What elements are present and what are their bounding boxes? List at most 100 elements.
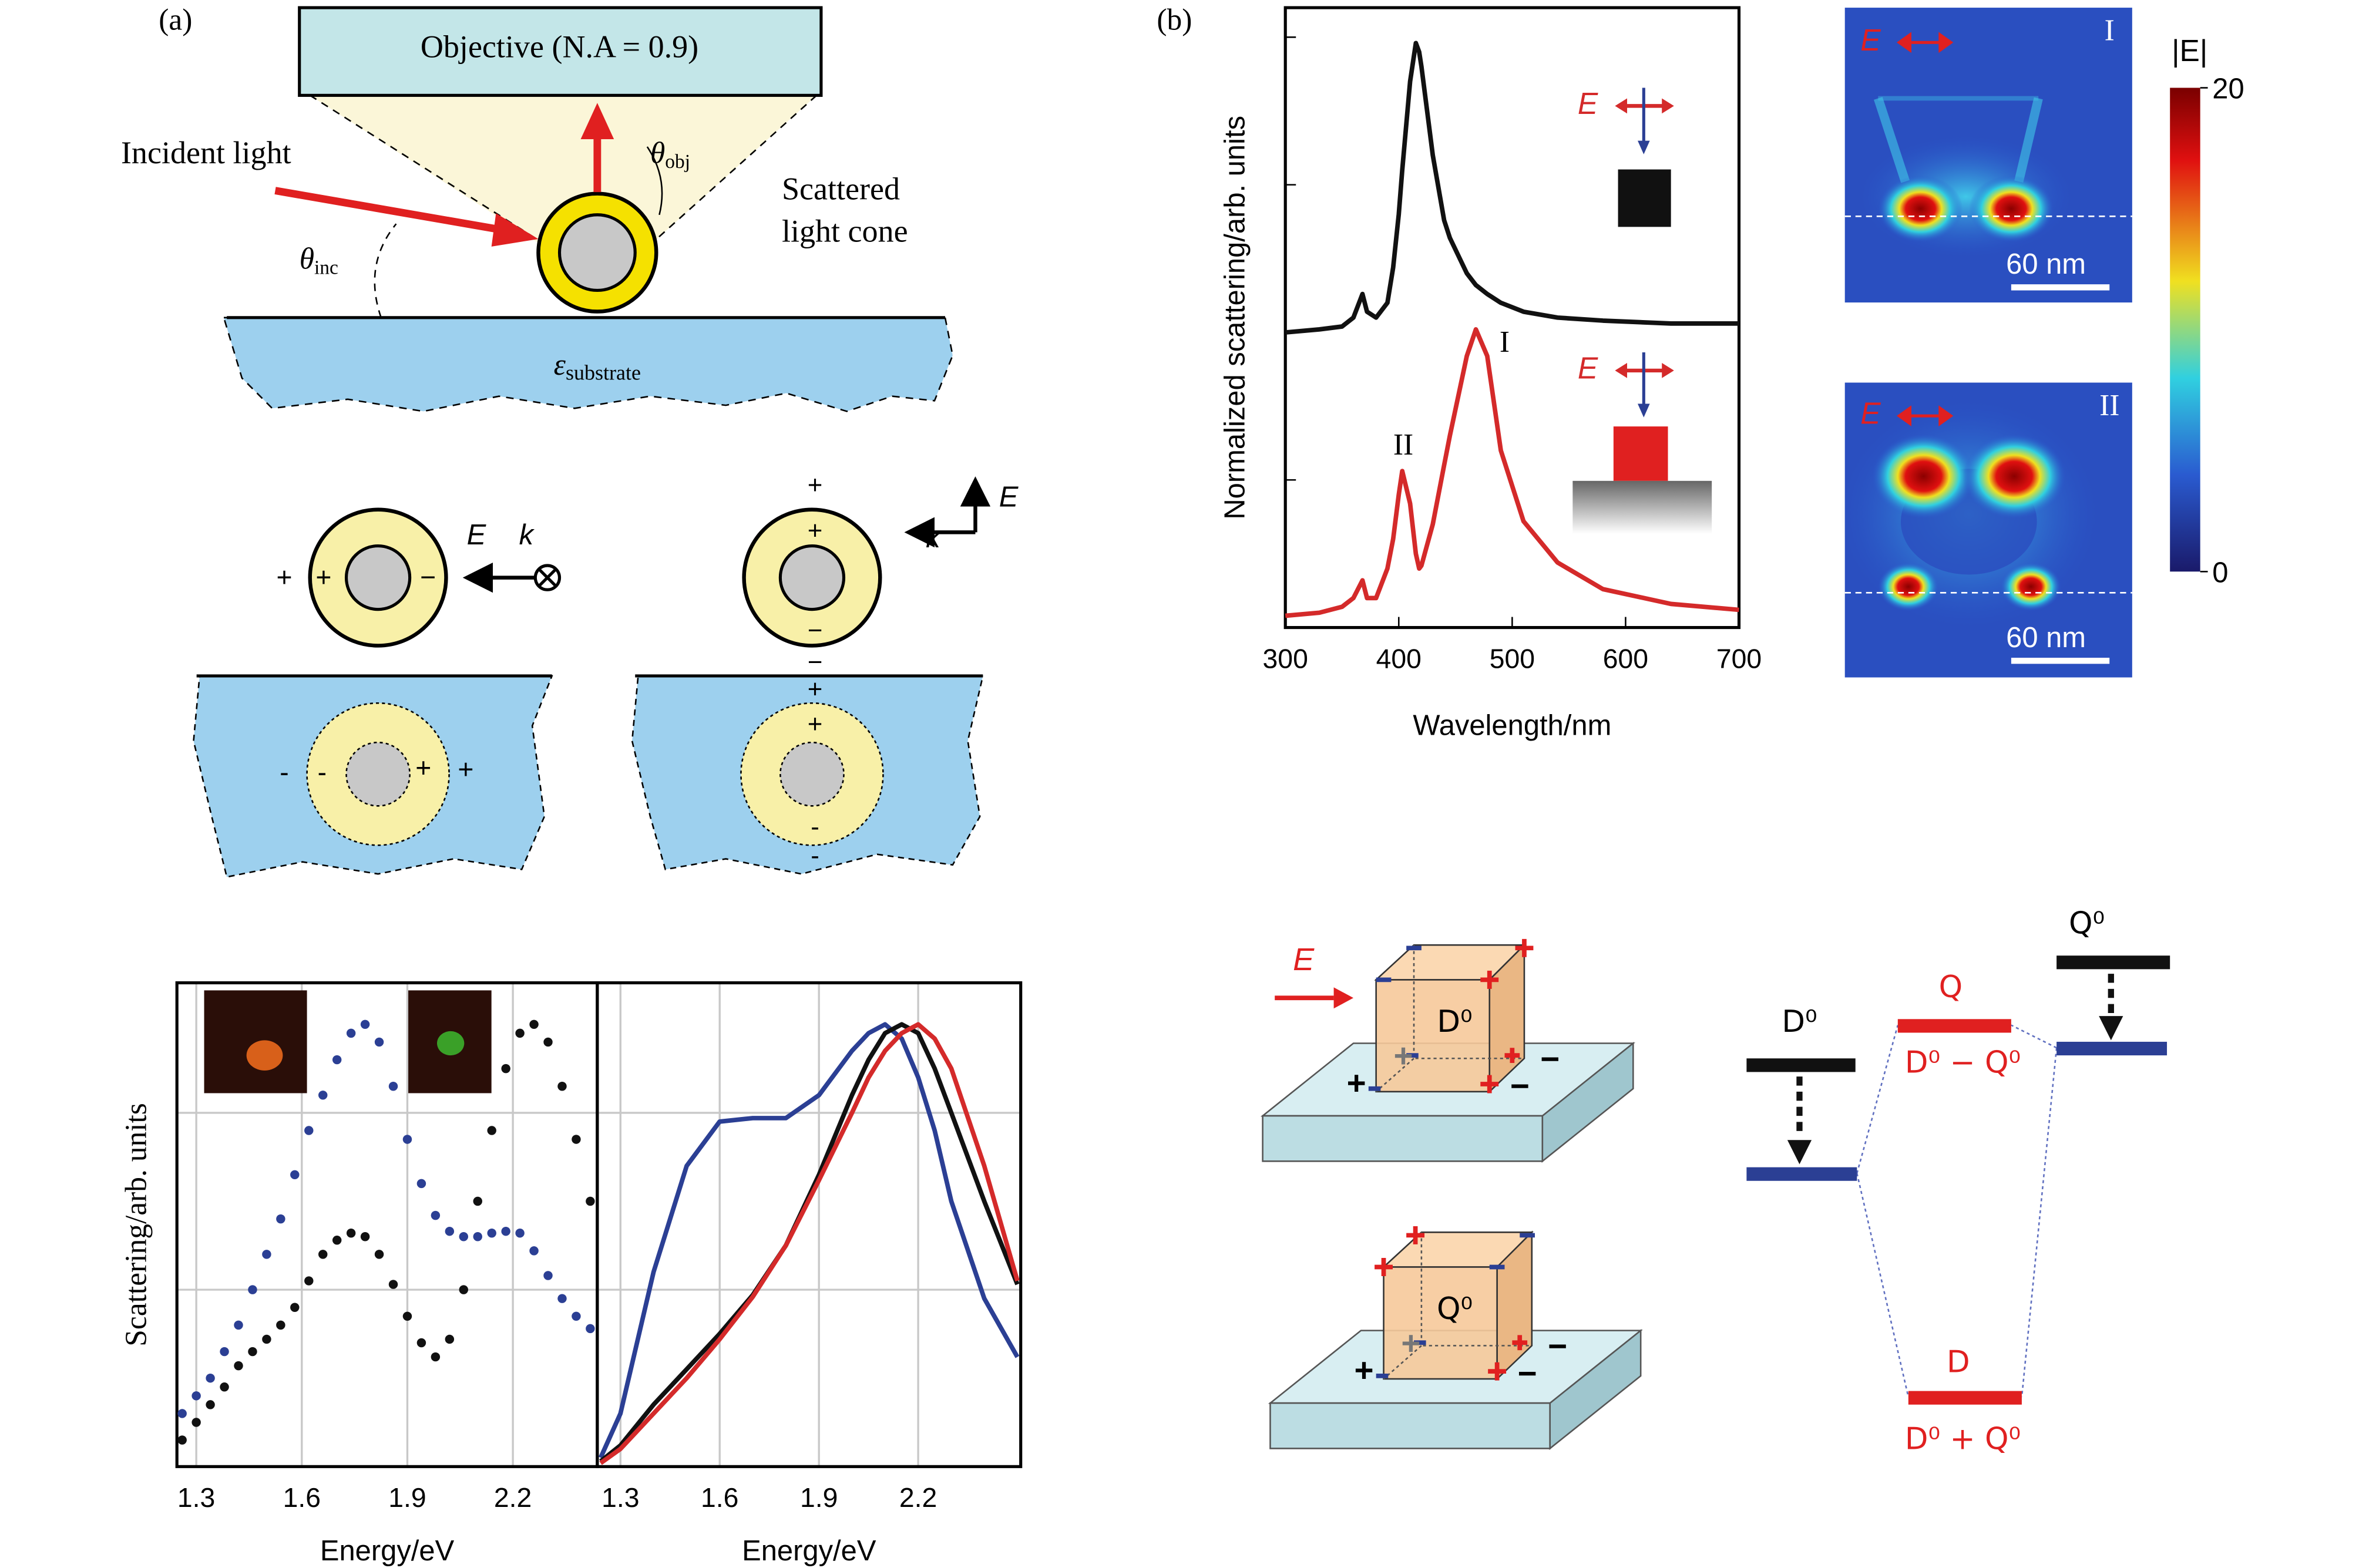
charge: − <box>464 561 480 592</box>
field-map: E I 60 nm <box>1844 8 2132 303</box>
data-point <box>543 1037 553 1047</box>
cone-label: Scattered <box>782 171 900 207</box>
level-label: Q <box>1939 970 1963 1005</box>
symbol: θ <box>650 136 665 170</box>
data-point <box>318 1091 328 1100</box>
level-D0 <box>1746 1058 1856 1072</box>
plot-frame <box>596 981 1023 1468</box>
x-tick-label: 500 <box>1490 643 1535 674</box>
data-point <box>459 1285 469 1294</box>
charge: + <box>1401 1325 1420 1362</box>
charge: + <box>458 753 473 784</box>
data-point <box>220 1382 229 1392</box>
data-point <box>402 1135 412 1144</box>
cube-front <box>1383 1266 1498 1380</box>
arrow-head <box>1615 363 1674 378</box>
charge: - <box>811 813 819 842</box>
data-point <box>206 1373 215 1383</box>
data-point <box>529 1019 539 1029</box>
x-tick-label: 600 <box>1603 643 1648 674</box>
arrow-head <box>1638 140 1650 154</box>
data-point <box>473 1196 482 1206</box>
x-tick-label: 1.3 <box>177 1482 215 1513</box>
angle-arc <box>646 146 663 216</box>
x-tick-label: 1.9 <box>388 1482 426 1513</box>
theta-inc: θinc <box>300 242 338 278</box>
data-point <box>374 1250 384 1259</box>
data-point <box>177 1435 187 1445</box>
level-Q0 <box>2056 955 2170 970</box>
series-line <box>1285 327 1739 618</box>
data-point <box>276 1320 285 1330</box>
annotation: I <box>1500 325 1510 359</box>
data-point <box>529 1246 539 1256</box>
hot-spot <box>1968 175 2054 243</box>
data-point <box>248 1347 257 1357</box>
incident-arrow <box>274 187 503 234</box>
cone-label: light cone <box>782 214 908 249</box>
plot-frame <box>1283 6 1741 630</box>
data-point <box>360 1019 370 1029</box>
series-line <box>599 1022 1020 1465</box>
data-point <box>586 1324 595 1334</box>
panel-label: (a) <box>159 4 192 37</box>
incident-label: Incident light <box>121 135 291 170</box>
level-label: D⁰ <box>1782 1004 1817 1039</box>
cube-label: D⁰ <box>1437 1004 1472 1039</box>
colorbar-ticks: 0 20 <box>2200 73 2244 588</box>
cube-label: Q⁰ <box>1437 1291 1473 1327</box>
level-Q <box>1897 1019 2011 1033</box>
x-tick-label: 2.2 <box>899 1482 937 1513</box>
charge: − <box>808 648 823 677</box>
data-point <box>388 1280 398 1289</box>
data-point <box>473 1232 482 1241</box>
cube-front <box>1375 979 1491 1093</box>
data-point <box>501 1226 510 1236</box>
x-tick-label: 300 <box>1263 643 1308 674</box>
hot-spot <box>1878 175 1963 243</box>
data-point <box>290 1170 300 1180</box>
data-point <box>318 1250 328 1259</box>
y-axis-label: Normalized scattering/arb. units <box>1219 116 1251 520</box>
cone-edge <box>310 95 542 243</box>
charge: − <box>1540 1041 1560 1078</box>
data-point <box>543 1271 553 1280</box>
data-point <box>557 1082 567 1091</box>
data-point <box>431 1210 441 1220</box>
particle-core <box>557 213 637 292</box>
data-point <box>374 1037 384 1047</box>
series-line <box>599 1022 1020 1463</box>
hot-spot <box>1963 434 2066 519</box>
level-label: D <box>1947 1344 1970 1379</box>
data-point <box>388 1082 398 1091</box>
data-point <box>572 1135 581 1144</box>
red-charges <box>1480 938 1534 1093</box>
colorbar <box>2170 88 2200 572</box>
subscript: inc <box>314 257 338 278</box>
e-label: E <box>1578 86 1598 120</box>
data-point <box>445 1226 455 1236</box>
data-point <box>276 1214 285 1224</box>
substrate <box>223 317 954 412</box>
level-D0-shifted <box>1746 1167 1857 1181</box>
e-label: E <box>999 482 1019 513</box>
level-label: D⁰ + Q⁰ <box>1905 1422 2021 1457</box>
particle-core <box>778 544 846 611</box>
data-point <box>332 1055 342 1065</box>
x-tick-label: 400 <box>1376 643 1422 674</box>
subscript: substrate <box>566 361 641 385</box>
data-point <box>346 1028 356 1038</box>
data-point <box>572 1311 581 1321</box>
charge: + <box>1355 1352 1374 1389</box>
red-charges <box>1375 1226 1528 1381</box>
e-label: E <box>467 519 487 551</box>
subscript: obj <box>665 151 690 173</box>
data-point <box>515 1028 525 1038</box>
e-arrow <box>1896 405 1954 427</box>
field-streak <box>1874 97 1910 183</box>
data-point <box>402 1311 412 1321</box>
hidden-edges <box>1375 945 1524 1092</box>
x-axis-label: Energy/eV <box>320 1535 455 1567</box>
symbol: ε <box>554 348 566 382</box>
